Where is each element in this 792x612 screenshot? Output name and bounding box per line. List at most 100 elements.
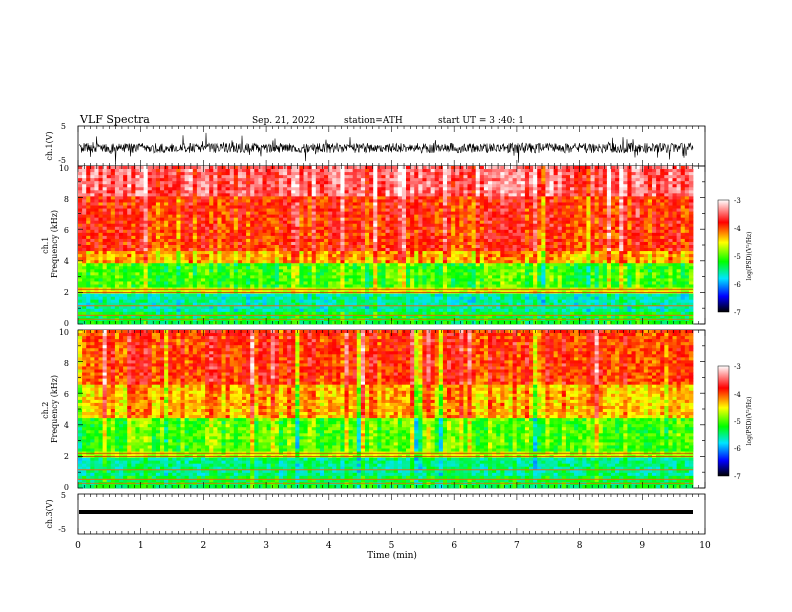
spec1-cell [475, 184, 481, 188]
spec1-cell [106, 229, 112, 234]
spec1-cell [237, 217, 243, 222]
spec1-cell [545, 263, 550, 267]
spec1-cell [254, 232, 259, 237]
spec1-cell [529, 260, 534, 264]
spec1-cell [684, 193, 690, 197]
spec1-cell [488, 251, 493, 255]
spec1-cell [537, 205, 542, 209]
spec1-cell [365, 193, 370, 197]
spec1-cell [360, 166, 366, 170]
spec1-cell [627, 217, 632, 222]
spec1-cell [373, 245, 378, 249]
spec1-cell [328, 172, 333, 176]
spec1-cell [143, 169, 149, 173]
spec1-cell [106, 217, 112, 222]
spec1-cell [102, 232, 108, 237]
spec1-cell [615, 187, 620, 191]
spec1-cell [418, 208, 423, 212]
spec1-cell [172, 266, 177, 270]
spec1-cell [209, 211, 214, 216]
spec1-cell [340, 254, 345, 258]
spec1-cell [188, 238, 194, 243]
spec1-cell [553, 193, 559, 197]
spec1-cell [643, 248, 649, 252]
spec1-cell [434, 232, 440, 237]
spec1-cell [155, 205, 161, 209]
spec1-cell [233, 251, 239, 255]
spec1-cell [414, 184, 419, 188]
spec1-cell [467, 184, 472, 188]
spec1-cell [500, 257, 505, 261]
spec1-cell [459, 202, 464, 206]
spec1-cell [348, 202, 354, 206]
spec1-cell [139, 166, 144, 170]
spec1-cell [209, 175, 214, 179]
spec1-cell [246, 166, 251, 170]
spec1-cell [299, 196, 304, 200]
spec1-cell [344, 199, 349, 203]
spec1-cell [672, 223, 677, 228]
spec1-cell [291, 208, 296, 212]
spec1-cell [201, 193, 206, 197]
spec1-cell [229, 241, 235, 246]
spec1-cell [184, 175, 190, 179]
spec1-cell [242, 178, 247, 182]
spec1-cell [106, 241, 112, 246]
spec1-cell [598, 208, 604, 212]
spec1-cell [590, 208, 595, 212]
spec1-cell [615, 238, 620, 243]
spec1-cell [418, 172, 423, 176]
spec1-cell [582, 190, 587, 194]
spec1-cell [196, 184, 202, 188]
spec1-cell [656, 190, 661, 194]
spec1-cell [684, 254, 690, 258]
spec1-cell [209, 187, 214, 191]
spec1-cell [86, 223, 91, 228]
spec1-cell [246, 223, 251, 228]
spec1-cell [123, 196, 128, 200]
spec1-cell [508, 241, 513, 246]
spec1-cell [98, 184, 103, 188]
spec1-cell [254, 211, 259, 216]
spec1-cell [533, 208, 538, 212]
spec1-cell [352, 235, 358, 240]
spec1-cell [508, 220, 513, 225]
spec1-cell [570, 214, 575, 219]
spec1-cell [414, 208, 419, 212]
spec1-cell [233, 181, 239, 185]
spec1-cell [512, 208, 518, 212]
spec1-cell [332, 166, 337, 170]
spec1-cell [119, 223, 124, 228]
spec1-cell [225, 214, 231, 219]
spec1-cell [114, 238, 120, 243]
spec1-cell [414, 187, 419, 191]
spec1-cell [401, 190, 407, 194]
spec1-cell [389, 254, 395, 258]
spec1-cell [623, 202, 628, 206]
spec1-cell [504, 202, 509, 206]
spec1-cell [319, 263, 325, 267]
spec1-cell [410, 205, 415, 209]
spec1-cell [586, 226, 591, 231]
spec1-cell [438, 235, 444, 240]
spec1-cell [623, 172, 628, 176]
spec1-cell [479, 238, 485, 243]
spec1-cell [336, 193, 341, 197]
spec1-cell [615, 193, 620, 197]
spec1-cell [430, 223, 436, 228]
spec1-cell [496, 220, 501, 225]
spec1-cell [155, 187, 161, 191]
spec1-cell [406, 232, 411, 237]
spec1-cell [574, 223, 579, 228]
spec1-cell [652, 260, 657, 264]
spec1-cell [311, 205, 317, 209]
spec1-cell [688, 257, 694, 261]
spec1-cell [78, 238, 83, 243]
spec1-cell [266, 193, 272, 197]
spec1-cell [459, 238, 464, 243]
spec1-cell [246, 184, 251, 188]
spec1-cell [114, 245, 120, 249]
spec1-cell [262, 263, 267, 267]
spec1-cell [656, 257, 661, 261]
spec1-cell [274, 211, 280, 216]
